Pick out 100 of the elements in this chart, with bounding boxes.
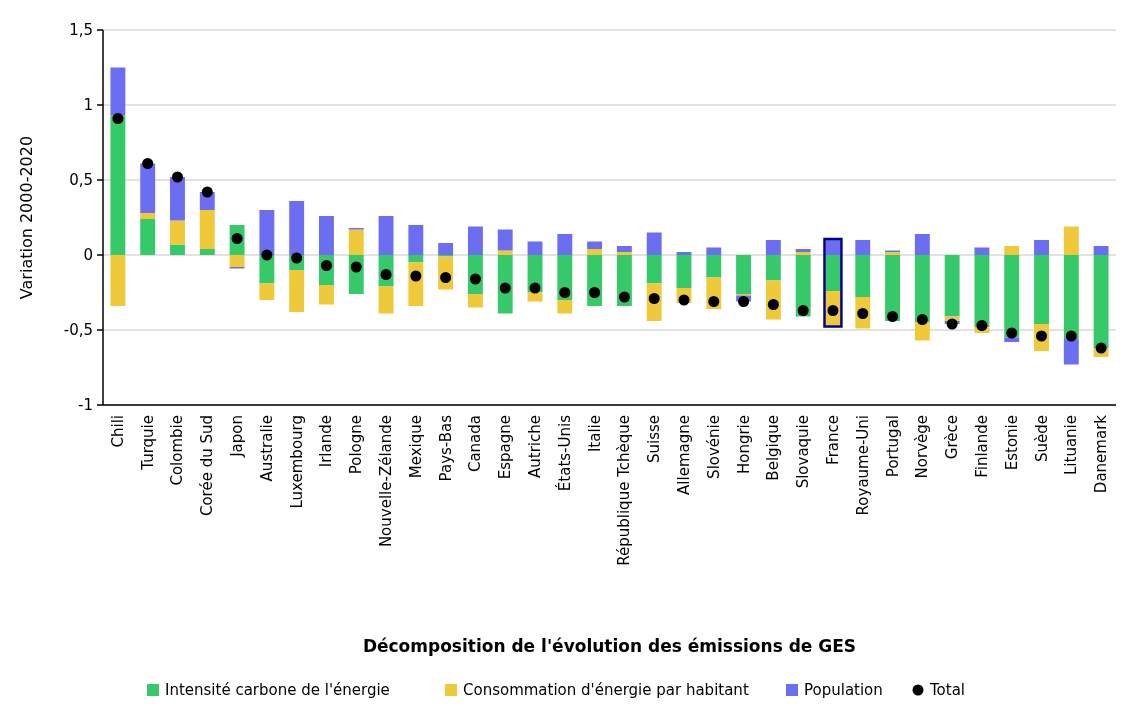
bar [467, 226, 483, 255]
point [171, 171, 183, 183]
bar [1093, 246, 1109, 255]
point [410, 270, 422, 282]
bar [914, 255, 930, 323]
point [946, 318, 958, 330]
bar [795, 255, 811, 317]
point [350, 261, 362, 273]
x-tick-label: Australie [257, 415, 276, 482]
point [1065, 330, 1077, 342]
bar [140, 219, 156, 255]
bar [825, 255, 841, 291]
bar [765, 240, 781, 255]
point [142, 158, 154, 169]
x-tick-label: Belgique [764, 415, 783, 481]
x-tick-label: Danemark [1092, 414, 1111, 494]
bar [527, 292, 543, 302]
x-tick-label: Grèce [943, 415, 962, 460]
bar [140, 213, 156, 219]
x-tick-label: Lituanie [1062, 415, 1081, 476]
point [916, 314, 928, 325]
bar [110, 255, 126, 306]
point [708, 296, 720, 307]
x-tick-label: Allemagne [674, 415, 693, 495]
bar [467, 294, 483, 308]
bar [289, 201, 305, 255]
bar [914, 322, 930, 341]
bar [140, 163, 156, 213]
point [291, 252, 303, 264]
bar [646, 232, 662, 255]
point [678, 294, 690, 306]
x-tick-label: Suisse [645, 415, 664, 464]
bar [438, 243, 454, 255]
x-tick-label: Finlande [972, 415, 991, 478]
bar [289, 270, 305, 312]
x-tick-label: Italie [585, 415, 604, 453]
point [797, 305, 809, 316]
x-tick-label: Corée du Sud [198, 415, 217, 517]
x-tick-label: Norvège [913, 415, 932, 479]
bar [676, 255, 692, 288]
x-tick-label: Nouvelle-Zélande [377, 415, 396, 548]
bar [974, 255, 990, 327]
bar [646, 255, 662, 284]
point [1095, 342, 1107, 354]
x-tick-label: Royaume-Uni [853, 415, 872, 516]
point [499, 282, 511, 294]
bar [1034, 255, 1049, 324]
point [1006, 327, 1018, 339]
bar [378, 286, 394, 314]
legend-label: Consommation d'énergie par habitant [463, 681, 749, 700]
bar [1004, 246, 1020, 255]
point [261, 249, 273, 261]
y-tick-label: -1 [78, 396, 93, 415]
x-tick-label: Slovaquie [794, 415, 813, 489]
point [559, 287, 571, 298]
bar [229, 255, 245, 267]
bar [199, 210, 215, 249]
bar [855, 255, 871, 297]
point [976, 320, 988, 331]
bar [170, 220, 185, 245]
bar [319, 285, 334, 305]
bar [1004, 255, 1020, 338]
x-tick-label: États-Unis [554, 414, 574, 492]
bar [1093, 255, 1109, 348]
x-tick-label: République Tchèque [615, 415, 634, 566]
bar [199, 249, 215, 255]
x-tick-label: Turquie [138, 415, 157, 471]
x-tick-label: Hongrie [734, 415, 753, 475]
bar [259, 283, 275, 300]
y-tick-label: 1,5 [69, 21, 93, 40]
bar [855, 240, 871, 255]
point [589, 287, 601, 298]
legend-label: Total [929, 681, 966, 700]
bar [319, 216, 334, 255]
x-tick-label: Pays-Bas [436, 414, 455, 482]
point [529, 282, 541, 294]
bar [110, 67, 126, 116]
bar [557, 234, 573, 255]
bar [676, 252, 692, 255]
bar [616, 246, 632, 252]
bar [1063, 339, 1079, 365]
x-tick-label: Suède [1032, 415, 1051, 463]
legend-label: Population [804, 681, 883, 700]
bar [944, 255, 960, 317]
bar [1063, 255, 1079, 339]
bar [527, 241, 543, 255]
point [887, 311, 899, 322]
x-tick-label: Portugal [883, 415, 902, 478]
y-tick-label: 0 [83, 246, 93, 265]
bar [259, 210, 275, 255]
x-tick-label: France [823, 415, 842, 465]
bar [110, 115, 126, 255]
bar [736, 255, 752, 294]
bar [170, 244, 185, 255]
y-axis-title: Variation 2000-2020 [17, 135, 36, 300]
x-tick-label: Irlande [317, 415, 336, 468]
x-tick-label: Mexique [406, 415, 425, 479]
x-tick-label: Slovénie [704, 415, 723, 479]
bar [885, 255, 900, 321]
bar [706, 247, 722, 255]
